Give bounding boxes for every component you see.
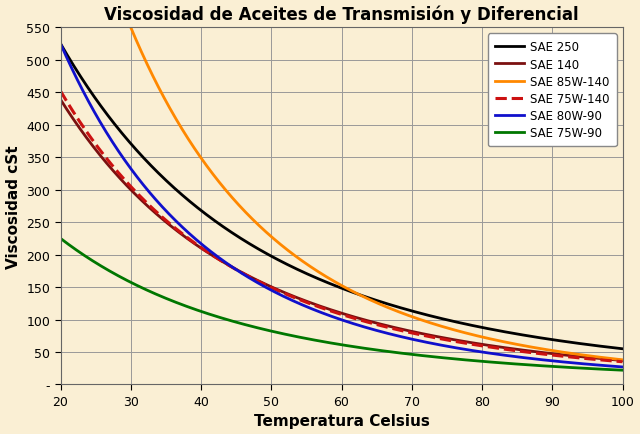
SAE 250 bbox=[619, 346, 627, 352]
SAE 85W-140 bbox=[619, 357, 627, 362]
SAE 250 bbox=[304, 272, 312, 277]
SAE 250 bbox=[57, 42, 65, 47]
SAE 85W-140 bbox=[284, 248, 292, 253]
SAE 140 bbox=[443, 336, 451, 341]
SAE 75W-90 bbox=[284, 332, 292, 338]
Line: SAE 80W-90: SAE 80W-90 bbox=[61, 45, 623, 367]
SAE 85W-140 bbox=[304, 263, 312, 268]
SAE 140 bbox=[57, 98, 65, 103]
SAE 75W-140 bbox=[57, 89, 65, 95]
SAE 75W-90 bbox=[443, 355, 451, 361]
SAE 140 bbox=[304, 299, 312, 305]
SAE 75W-140 bbox=[443, 338, 451, 343]
SAE 140 bbox=[505, 346, 513, 351]
SAE 75W-90 bbox=[57, 236, 65, 241]
Line: SAE 85W-140: SAE 85W-140 bbox=[61, 0, 623, 360]
Title: Viscosidad de Aceites de Transmisión y Diferencial: Viscosidad de Aceites de Transmisión y D… bbox=[104, 6, 579, 24]
SAE 80W-90 bbox=[495, 352, 502, 357]
SAE 140 bbox=[495, 345, 502, 350]
Line: SAE 250: SAE 250 bbox=[61, 45, 623, 349]
SAE 85W-140 bbox=[495, 339, 502, 344]
SAE 80W-90 bbox=[505, 353, 513, 358]
Line: SAE 140: SAE 140 bbox=[61, 100, 623, 361]
SAE 250 bbox=[114, 126, 122, 132]
SAE 80W-90 bbox=[443, 344, 451, 349]
SAE 80W-90 bbox=[114, 148, 122, 154]
SAE 75W-140 bbox=[619, 359, 627, 365]
SAE 75W-90 bbox=[114, 273, 122, 279]
SAE 80W-90 bbox=[284, 296, 292, 301]
SAE 75W-140 bbox=[495, 346, 502, 351]
SAE 75W-90 bbox=[619, 368, 627, 373]
SAE 75W-90 bbox=[495, 360, 502, 365]
SAE 75W-140 bbox=[505, 347, 513, 352]
SAE 75W-140 bbox=[114, 170, 122, 175]
SAE 140 bbox=[114, 174, 122, 179]
SAE 250 bbox=[495, 328, 502, 333]
SAE 250 bbox=[284, 263, 292, 268]
SAE 80W-90 bbox=[304, 305, 312, 310]
SAE 85W-140 bbox=[443, 326, 451, 331]
Line: SAE 75W-140: SAE 75W-140 bbox=[61, 92, 623, 362]
SAE 75W-140 bbox=[304, 301, 312, 306]
Legend: SAE 250, SAE 140, SAE 85W-140, SAE 75W-140, SAE 80W-90, SAE 75W-90: SAE 250, SAE 140, SAE 85W-140, SAE 75W-1… bbox=[488, 34, 616, 147]
SAE 140 bbox=[619, 358, 627, 363]
SAE 75W-90 bbox=[505, 361, 513, 366]
SAE 75W-90 bbox=[304, 336, 312, 342]
SAE 80W-90 bbox=[57, 42, 65, 47]
SAE 80W-90 bbox=[619, 365, 627, 370]
SAE 250 bbox=[505, 330, 513, 335]
SAE 140 bbox=[284, 292, 292, 297]
X-axis label: Temperatura Celsius: Temperatura Celsius bbox=[253, 414, 429, 428]
SAE 250 bbox=[443, 317, 451, 322]
Line: SAE 75W-90: SAE 75W-90 bbox=[61, 239, 623, 370]
SAE 75W-140 bbox=[284, 293, 292, 298]
SAE 85W-140 bbox=[505, 340, 513, 345]
Y-axis label: Viscosidad cSt: Viscosidad cSt bbox=[6, 145, 20, 268]
